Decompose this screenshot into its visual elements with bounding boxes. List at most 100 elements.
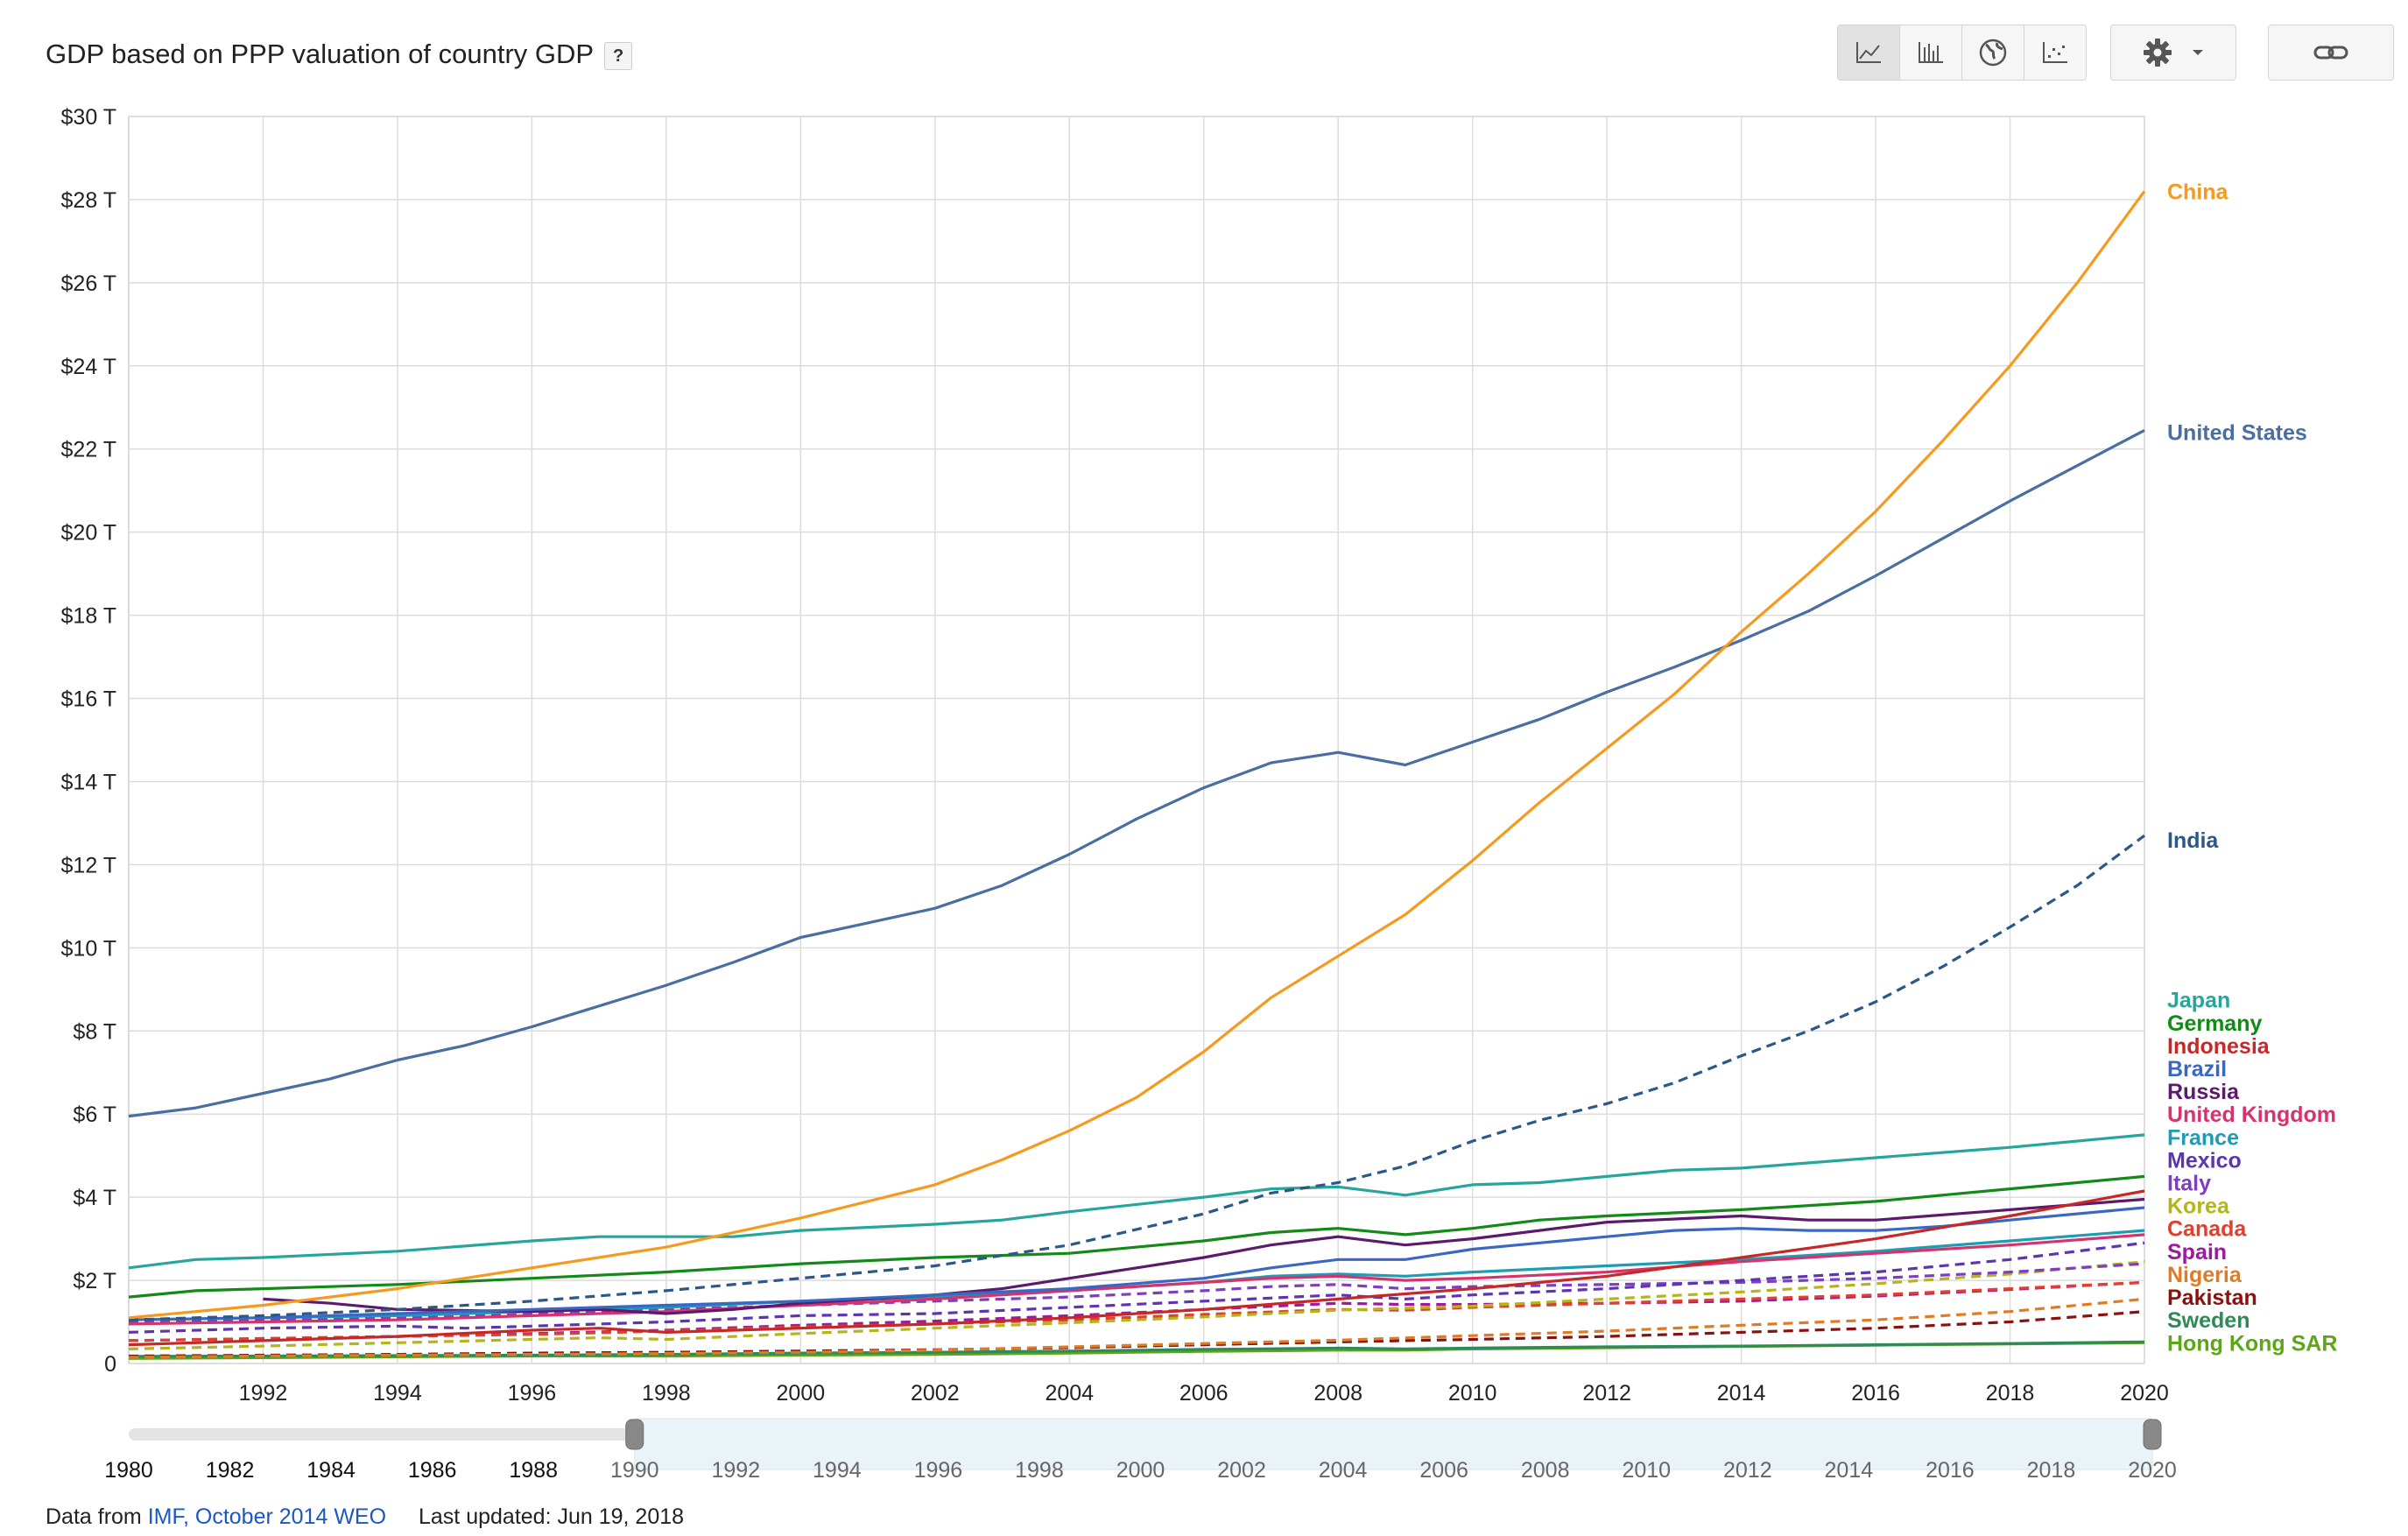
timeline-label: 1992 xyxy=(711,1458,760,1483)
y-tick-label: $28 T xyxy=(61,188,116,213)
timeline-label: 1990 xyxy=(610,1458,659,1483)
gear-icon xyxy=(2144,39,2172,67)
chart-type-toolbar xyxy=(1837,25,2087,81)
y-tick-label: $18 T xyxy=(61,604,116,629)
series-label: Canada xyxy=(2167,1217,2247,1242)
timeline-label: 2010 xyxy=(1622,1458,1671,1483)
timeline-label: 2018 xyxy=(2027,1458,2076,1483)
y-tick-label: $24 T xyxy=(61,355,116,379)
timeline-start-handle[interactable] xyxy=(625,1419,644,1450)
y-tick-label: $6 T xyxy=(73,1103,116,1127)
series-line xyxy=(128,1174,2145,1299)
series-label: United Kingdom xyxy=(2167,1103,2336,1127)
y-tick-label: $20 T xyxy=(61,521,116,546)
bar-chart-button[interactable] xyxy=(1900,25,1962,80)
settings-dropdown[interactable] xyxy=(2110,25,2236,81)
series-line xyxy=(128,428,2145,1118)
plot-area xyxy=(128,116,2145,1364)
series-label: Nigeria xyxy=(2167,1263,2243,1287)
series-label: Italy xyxy=(2167,1172,2211,1196)
x-tick-label: 1996 xyxy=(508,1381,557,1406)
series-line xyxy=(128,1297,2145,1359)
x-tick-label: 2018 xyxy=(1986,1381,2035,1406)
x-tick-label: 2000 xyxy=(777,1381,826,1406)
timeline-selected-range xyxy=(634,1418,2153,1470)
series-label: Pakistan xyxy=(2167,1286,2257,1310)
y-tick-label: $14 T xyxy=(61,770,116,794)
timeline-label: 2014 xyxy=(1825,1458,1874,1483)
line-chart-button[interactable] xyxy=(1838,25,1900,80)
y-tick-label: $30 T xyxy=(61,105,116,130)
x-tick-label: 2010 xyxy=(1448,1381,1497,1406)
y-tick-label: 0 xyxy=(104,1352,116,1377)
timeline-label: 2012 xyxy=(1723,1458,1772,1483)
caret-down-icon xyxy=(2193,50,2203,55)
series-label: China xyxy=(2167,180,2229,204)
x-tick-label: 2012 xyxy=(1582,1381,1631,1406)
footer-prefix: Data from xyxy=(46,1504,142,1529)
help-button[interactable]: ? xyxy=(604,41,633,70)
series-line xyxy=(128,190,2146,1320)
y-tick-label: $22 T xyxy=(61,438,116,462)
globe-icon xyxy=(1979,39,2007,67)
scatter-chart-icon xyxy=(2043,42,2067,63)
series-label: Germany xyxy=(2167,1011,2262,1036)
scatter-chart-button[interactable] xyxy=(2024,25,2086,80)
series-label: Spain xyxy=(2167,1240,2227,1265)
series-line xyxy=(128,1189,2145,1347)
x-tick-label: 2006 xyxy=(1179,1381,1229,1406)
series-line xyxy=(128,834,2145,1321)
timeline-label: 1994 xyxy=(813,1458,862,1483)
timeline-label: 1980 xyxy=(104,1458,153,1483)
series-label: Sweden xyxy=(2167,1308,2250,1333)
timeline-label: 2016 xyxy=(1926,1458,1975,1483)
line-chart-icon xyxy=(1856,42,1881,63)
x-tick-label: 2016 xyxy=(1851,1381,1900,1406)
y-tick-label: $2 T xyxy=(73,1269,116,1293)
series-line xyxy=(128,1260,2145,1350)
x-tick-label: 1992 xyxy=(239,1381,288,1406)
series-line xyxy=(128,1280,2145,1342)
series-label: Indonesia xyxy=(2167,1034,2271,1059)
series-label: India xyxy=(2167,828,2219,853)
series-line xyxy=(128,1233,2145,1326)
series-label: Mexico xyxy=(2167,1148,2242,1173)
data-source-link[interactable]: IMF, October 2014 WEO xyxy=(147,1504,387,1529)
series-line xyxy=(128,1206,2145,1321)
x-tick-label: 2004 xyxy=(1045,1381,1094,1406)
y-tick-label: $8 T xyxy=(73,1019,116,1044)
series-label: Russia xyxy=(2167,1080,2240,1104)
series-label: Japan xyxy=(2167,989,2230,1013)
timeline-label: 2000 xyxy=(1116,1458,1165,1483)
series-line xyxy=(128,1262,2145,1324)
bar-chart-icon xyxy=(1919,42,1943,63)
timeline-label: 1988 xyxy=(509,1458,558,1483)
link-icon xyxy=(2313,46,2348,60)
series-line xyxy=(128,1133,2145,1270)
last-updated: Last updated: Jun 19, 2018 xyxy=(419,1504,685,1529)
x-tick-label: 2020 xyxy=(2120,1381,2169,1406)
series-line xyxy=(263,1197,2145,1315)
timeline-label: 2004 xyxy=(1319,1458,1368,1483)
map-chart-button[interactable] xyxy=(1962,25,2024,80)
timeline-label: 1986 xyxy=(408,1458,457,1483)
series-label: Korea xyxy=(2167,1194,2230,1219)
series-label: Brazil xyxy=(2167,1057,2227,1082)
series-line xyxy=(128,1340,2145,1358)
x-tick-label: 2002 xyxy=(911,1381,960,1406)
series-label: France xyxy=(2167,1125,2239,1150)
timeline-end-handle[interactable] xyxy=(2143,1419,2162,1450)
share-link-button[interactable] xyxy=(2268,25,2394,81)
footer: Data from IMF, October 2014 WEO Last upd… xyxy=(46,1504,684,1530)
timeline-label: 2006 xyxy=(1419,1458,1468,1483)
timeline-label: 2002 xyxy=(1217,1458,1266,1483)
series-label: Hong Kong SAR xyxy=(2167,1331,2337,1356)
y-tick-label: $10 T xyxy=(61,936,116,961)
y-tick-label: $26 T xyxy=(61,271,116,296)
x-tick-label: 1994 xyxy=(373,1381,422,1406)
y-tick-label: $12 T xyxy=(61,853,116,877)
timeline-label: 2008 xyxy=(1521,1458,1570,1483)
timeline-label: 1998 xyxy=(1015,1458,1064,1483)
x-tick-label: 2014 xyxy=(1717,1381,1766,1406)
